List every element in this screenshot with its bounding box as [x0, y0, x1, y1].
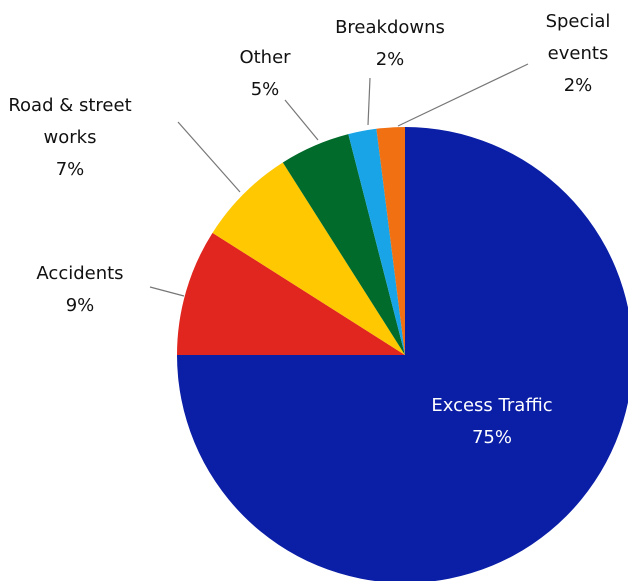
pie-slice — [282, 134, 405, 355]
slice-label: Accidents 9% — [5, 258, 155, 322]
value-label: 5% — [250, 79, 280, 100]
leader-line — [177, 121, 241, 193]
slice-label: Special events 2% — [538, 6, 618, 102]
value-label: 9% — [65, 295, 95, 316]
slice-label: Breakdowns 2% — [310, 12, 470, 76]
pie-slice — [177, 232, 405, 355]
pie-slice — [348, 128, 405, 355]
value-label: 2% — [563, 75, 593, 96]
category-label: Excess Traffic — [431, 395, 553, 416]
category-label: Road & street works — [8, 95, 132, 148]
value-label: 75% — [471, 427, 512, 448]
category-label: Other — [239, 47, 291, 68]
value-label: 2% — [375, 49, 405, 70]
pie-slice — [177, 127, 628, 581]
slice-label: Excess Traffic 75% — [392, 390, 592, 454]
leader-line — [149, 286, 185, 297]
leader-line — [284, 99, 319, 141]
pie-slice — [212, 162, 405, 355]
category-label: Special events — [545, 11, 611, 64]
slice-label: Road & street works 7% — [3, 90, 138, 186]
slice-label: Other 5% — [215, 42, 315, 106]
category-label: Accidents — [36, 263, 124, 284]
category-label: Breakdowns — [335, 17, 445, 38]
value-label: 7% — [55, 159, 85, 180]
leader-line — [367, 77, 371, 126]
leader-line — [397, 63, 529, 127]
pie-slice — [376, 127, 405, 355]
